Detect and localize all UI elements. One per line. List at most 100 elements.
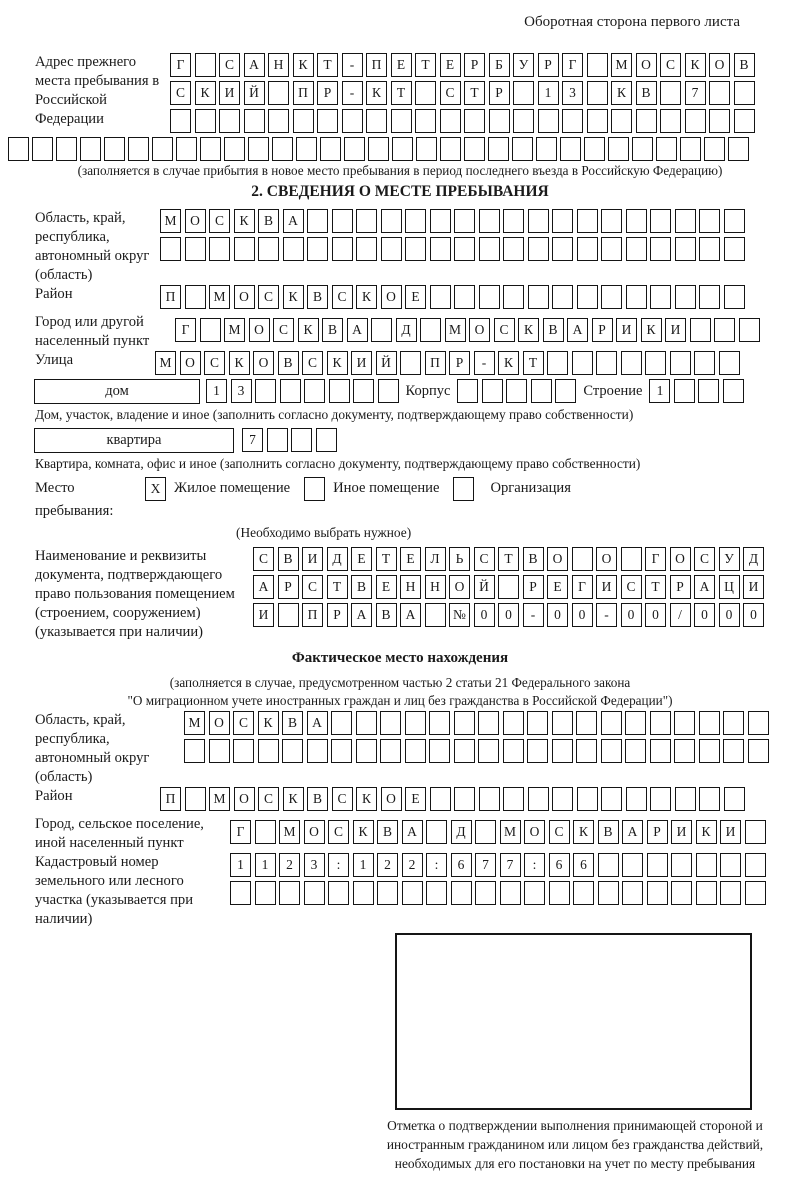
char-cell[interactable]	[380, 739, 401, 763]
char-cell[interactable]: Д	[450, 820, 472, 844]
char-cell[interactable]: 3	[303, 853, 325, 877]
char-cell[interactable]	[208, 739, 230, 763]
char-cell[interactable]: У	[513, 53, 534, 77]
char-cell[interactable]: Л	[424, 547, 446, 571]
char-cell[interactable]	[503, 285, 524, 309]
char-cell[interactable]: 3	[230, 379, 252, 403]
char-cell[interactable]	[649, 711, 671, 735]
char-cell[interactable]	[600, 711, 622, 735]
char-cell[interactable]: :	[524, 853, 545, 877]
char-cell[interactable]	[669, 351, 691, 375]
char-cell[interactable]	[282, 739, 303, 763]
char-cell[interactable]: К	[194, 81, 216, 105]
apartment-number-row[interactable]: 7	[242, 428, 337, 452]
char-cell[interactable]: А	[351, 603, 372, 627]
char-cell[interactable]: М	[160, 209, 181, 233]
char-cell[interactable]: М	[209, 787, 230, 811]
char-cell[interactable]: В	[733, 53, 755, 77]
char-cell[interactable]	[586, 81, 608, 105]
char-cell[interactable]	[601, 237, 622, 261]
char-cell[interactable]	[152, 137, 173, 161]
char-cell[interactable]: Н	[400, 575, 421, 599]
char-cell[interactable]: П	[292, 81, 314, 105]
char-cell[interactable]	[176, 137, 197, 161]
char-cell[interactable]	[291, 428, 312, 452]
char-cell[interactable]	[502, 711, 524, 735]
char-cell[interactable]: С	[331, 787, 353, 811]
char-cell[interactable]: 2	[377, 853, 398, 877]
char-cell[interactable]	[552, 285, 573, 309]
char-cell[interactable]	[576, 739, 597, 763]
char-cell[interactable]: В	[258, 209, 279, 233]
char-cell[interactable]	[328, 379, 350, 403]
char-cell[interactable]: С	[204, 351, 225, 375]
char-cell[interactable]	[699, 285, 720, 309]
char-cell[interactable]	[527, 285, 549, 309]
char-cell[interactable]: В	[375, 603, 397, 627]
char-cell[interactable]	[258, 237, 279, 261]
char-cell[interactable]: Т	[645, 575, 666, 599]
char-cell[interactable]: Р	[317, 81, 338, 105]
char-cell[interactable]	[306, 739, 328, 763]
char-cell[interactable]	[650, 237, 671, 261]
char-cell[interactable]	[254, 820, 276, 844]
char-cell[interactable]: А	[400, 603, 421, 627]
char-cell[interactable]: П	[424, 351, 446, 375]
char-cell[interactable]: Е	[405, 787, 426, 811]
char-cell[interactable]: Д	[326, 547, 348, 571]
char-cell[interactable]: О	[469, 318, 490, 342]
char-cell[interactable]	[380, 209, 402, 233]
char-cell[interactable]	[331, 237, 353, 261]
char-cell[interactable]	[457, 379, 479, 403]
char-cell[interactable]: К	[282, 285, 304, 309]
char-cell[interactable]: Е	[351, 547, 372, 571]
char-cell[interactable]	[744, 853, 766, 877]
char-cell[interactable]	[248, 137, 269, 161]
char-cell[interactable]: 6	[450, 853, 472, 877]
char-cell[interactable]	[635, 109, 657, 133]
char-cell[interactable]: Й	[473, 575, 495, 599]
char-cell[interactable]	[699, 209, 720, 233]
char-cell[interactable]	[503, 209, 524, 233]
char-cell[interactable]: :	[328, 853, 349, 877]
char-cell[interactable]: И	[596, 575, 617, 599]
char-cell[interactable]: С	[620, 575, 642, 599]
char-cell[interactable]: В	[351, 575, 372, 599]
char-cell[interactable]	[551, 711, 573, 735]
char-cell[interactable]: Е	[400, 547, 421, 571]
char-cell[interactable]	[723, 787, 745, 811]
char-cell[interactable]: И	[616, 318, 637, 342]
char-cell[interactable]: Р	[277, 575, 299, 599]
char-cell[interactable]	[537, 109, 559, 133]
char-cell[interactable]	[674, 787, 696, 811]
char-cell[interactable]: К	[684, 53, 706, 77]
char-cell[interactable]	[8, 137, 29, 161]
char-cell[interactable]	[573, 881, 594, 905]
stay-option-organization-checkbox[interactable]	[453, 477, 475, 501]
char-cell[interactable]	[620, 351, 642, 375]
char-cell[interactable]: С	[258, 787, 279, 811]
char-cell[interactable]	[527, 711, 548, 735]
char-cell[interactable]	[646, 881, 668, 905]
char-cell[interactable]	[650, 209, 671, 233]
char-cell[interactable]	[600, 739, 622, 763]
char-cell[interactable]	[233, 739, 254, 763]
char-cell[interactable]: -	[596, 603, 617, 627]
char-cell[interactable]: О	[233, 787, 255, 811]
char-cell[interactable]: С	[660, 53, 681, 77]
char-cell[interactable]: И	[665, 318, 686, 342]
char-cell[interactable]: М	[209, 285, 230, 309]
char-cell[interactable]: С	[170, 81, 191, 105]
char-cell[interactable]: В	[307, 787, 328, 811]
char-cell[interactable]	[728, 137, 749, 161]
char-cell[interactable]: С	[258, 285, 279, 309]
char-cell[interactable]: О	[635, 53, 657, 77]
char-cell[interactable]	[723, 237, 745, 261]
char-cell[interactable]	[454, 285, 475, 309]
char-cell[interactable]	[320, 137, 341, 161]
prev-address-row-4[interactable]	[8, 137, 792, 161]
